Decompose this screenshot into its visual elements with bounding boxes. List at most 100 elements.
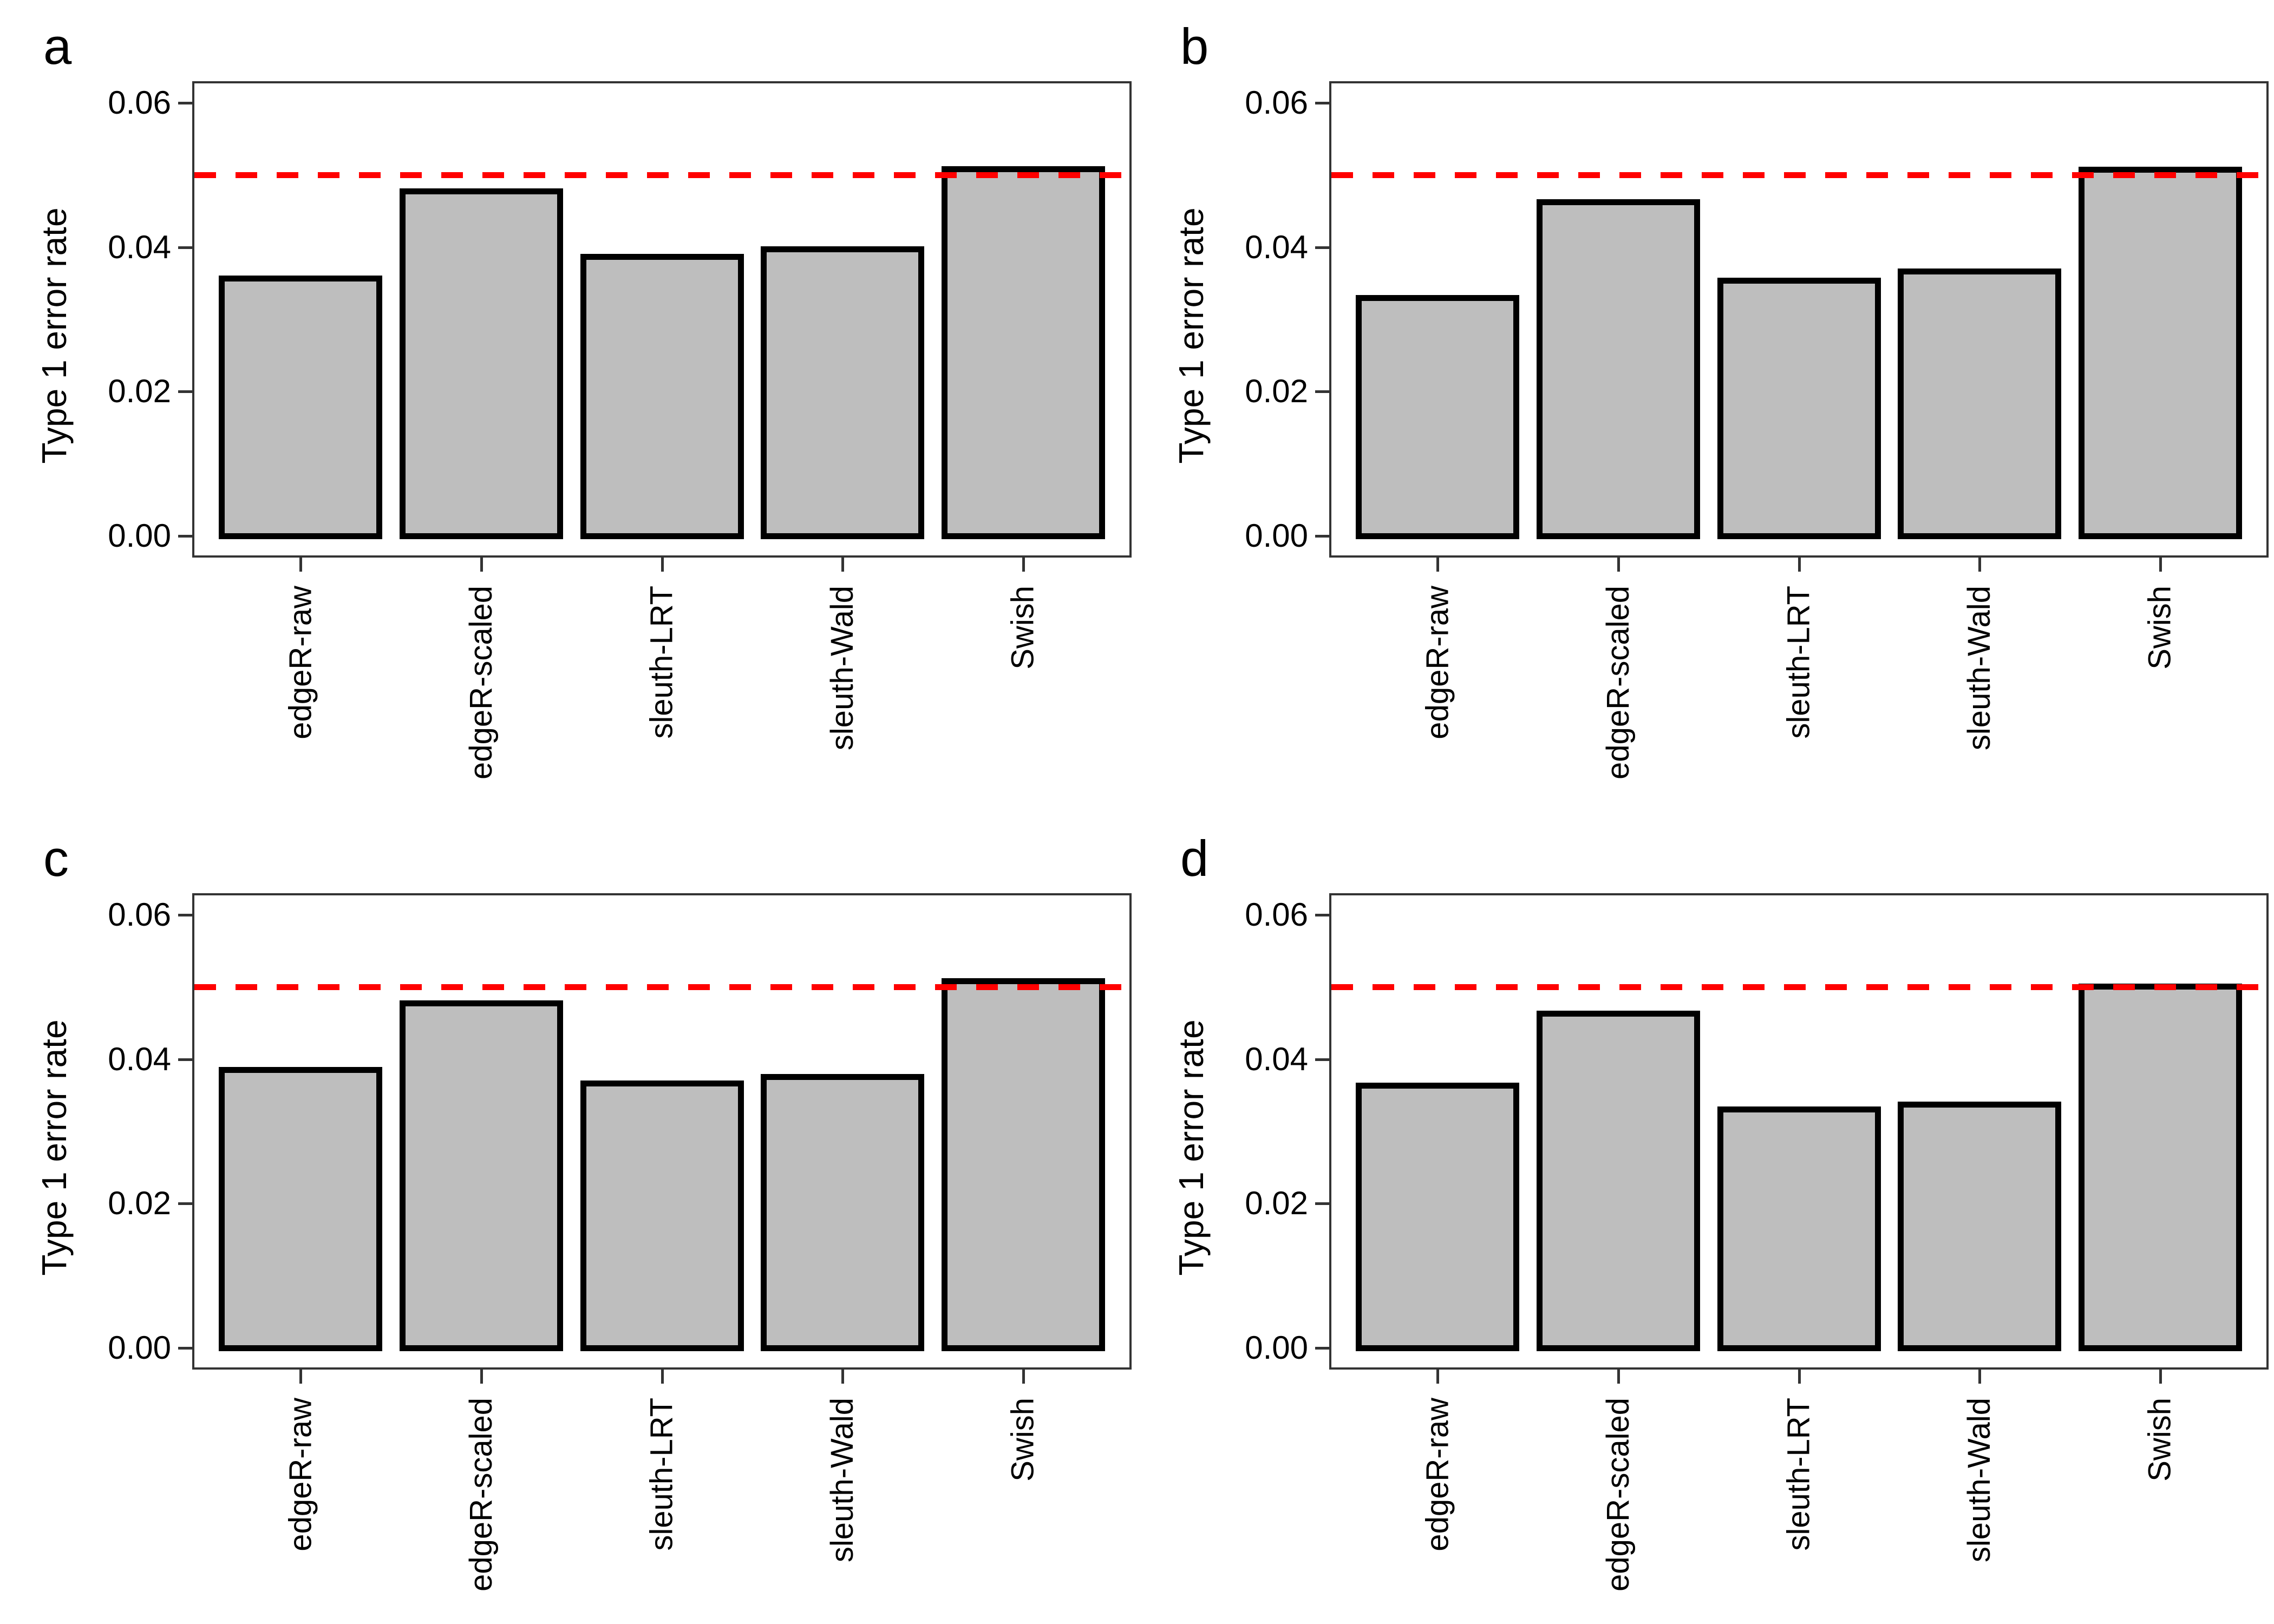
y-axis-tick-label: 0.04: [1245, 228, 1308, 265]
significance-threshold-line: [194, 172, 1129, 179]
y-axis-tick: [1315, 390, 1329, 394]
x-category-label: sleuth-Wald: [825, 1398, 860, 1563]
bar-Swish: [941, 166, 1105, 539]
y-axis-tick: [1315, 914, 1329, 916]
bar-sleuth-LRT: [1717, 1106, 1881, 1351]
x-category-label: sleuth-LRT: [1781, 1398, 1816, 1551]
x-category-label: edgeR-raw: [283, 586, 318, 739]
panel-letter: b: [1180, 18, 1209, 75]
x-axis-tick: [661, 1370, 664, 1384]
x-axis-tick: [1436, 558, 1440, 572]
plot-border: [1329, 893, 2269, 1370]
y-axis-tick: [1315, 1058, 1329, 1061]
plot-area: 0.00 0.02 0.04 0.06 edgeR-raw edgeR-scaled sle…: [1137, 812, 2274, 1624]
x-category-label: sleuth-Wald: [1962, 586, 1997, 751]
x-axis-tick: [1022, 558, 1025, 572]
x-category-label: edgeR-scaled: [1600, 1398, 1636, 1592]
x-axis-tick: [1436, 1370, 1440, 1384]
plot-area: 0.00 0.02 0.04 0.06 edgeR-raw edgeR-scaled sle…: [0, 812, 1137, 1624]
x-axis-tick: [1798, 1370, 1801, 1384]
x-category-label: sleuth-Wald: [825, 586, 860, 751]
x-category-label: Swish: [1005, 1398, 1041, 1482]
x-axis-tick: [299, 1370, 303, 1384]
y-axis-tick-label: 0.02: [108, 1185, 171, 1222]
x-axis-tick: [299, 558, 303, 572]
x-axis-tick: [1978, 1370, 1982, 1384]
x-axis-tick: [661, 558, 664, 572]
significance-threshold-line: [1331, 172, 2266, 179]
y-axis-tick-label: 0.00: [108, 1330, 171, 1366]
x-category-label: Swish: [1005, 586, 1041, 670]
x-category-label: Swish: [2142, 586, 2178, 670]
y-axis-tick-label: 0.04: [108, 1040, 171, 1077]
y-axis-tick: [178, 1202, 192, 1206]
bar-sleuth-Wald: [1898, 1101, 2062, 1351]
bar-edgeR-raw: [1356, 295, 1520, 539]
y-axis-tick: [1315, 1347, 1329, 1350]
bar-Swish: [2078, 167, 2242, 539]
y-axis-tick: [178, 102, 192, 104]
y-axis-tick: [178, 914, 192, 916]
y-axis-tick: [178, 1347, 192, 1350]
bar-sleuth-LRT: [1717, 278, 1881, 539]
y-axis-tick: [1315, 1202, 1329, 1206]
plot-border: [192, 893, 1132, 1370]
x-axis-tick: [2159, 1370, 2162, 1384]
x-axis-tick: [1022, 1370, 1025, 1384]
bar-edgeR-scaled: [399, 1000, 563, 1351]
bar-edgeR-raw: [1356, 1083, 1520, 1351]
bar-edgeR-scaled: [399, 188, 563, 539]
y-axis-tick: [1315, 535, 1329, 538]
significance-threshold-line: [1331, 984, 2266, 991]
x-category-label: edgeR-raw: [283, 1398, 318, 1551]
y-axis-tick-label: 0.02: [1245, 373, 1308, 410]
x-axis-tick: [1798, 558, 1801, 572]
x-category-label: sleuth-Wald: [1962, 1398, 1997, 1563]
y-axis-tick-label: 0.00: [1245, 1330, 1308, 1366]
x-category-label: sleuth-LRT: [1781, 586, 1816, 739]
x-axis-tick: [480, 558, 483, 572]
x-category-label: edgeR-scaled: [463, 1398, 499, 1592]
y-axis-tick-label: 0.00: [1245, 518, 1308, 554]
y-axis-tick: [178, 390, 192, 394]
y-axis-tick: [1315, 102, 1329, 104]
x-category-label: sleuth-LRT: [644, 1398, 679, 1551]
y-axis-tick-label: 0.02: [108, 373, 171, 410]
y-axis-tick: [178, 246, 192, 249]
y-axis-tick-label: 0.06: [1245, 84, 1308, 121]
bar-sleuth-LRT: [580, 254, 744, 539]
y-axis-tick-label: 0.06: [108, 84, 171, 121]
bar-sleuth-Wald: [1898, 269, 2062, 539]
panel-letter: a: [43, 18, 72, 75]
bar-sleuth-Wald: [761, 1074, 925, 1351]
panel-c: c Type 1 error rate 0.00 0.02 0.04 0.06 edge…: [0, 812, 1137, 1624]
y-axis-tick-label: 0.06: [108, 896, 171, 933]
x-axis-tick: [1978, 558, 1982, 572]
x-category-label: edgeR-raw: [1420, 1398, 1455, 1551]
x-axis-tick: [480, 1370, 483, 1384]
bar-sleuth-LRT: [580, 1081, 744, 1351]
x-category-label: sleuth-LRT: [644, 586, 679, 739]
x-category-label: edgeR-raw: [1420, 586, 1455, 739]
bar-Swish: [941, 978, 1105, 1351]
y-axis-tick-label: 0.04: [1245, 1040, 1308, 1077]
bar-edgeR-raw: [219, 1066, 383, 1351]
y-axis-tick-label: 0.02: [1245, 1185, 1308, 1222]
bar-Swish: [2078, 984, 2242, 1351]
bar-edgeR-scaled: [1536, 199, 1700, 539]
panel-letter: c: [43, 830, 69, 887]
panel-letter: d: [1180, 830, 1209, 887]
y-axis-tick-label: 0.04: [108, 228, 171, 265]
significance-threshold-line: [194, 984, 1129, 991]
bar-edgeR-raw: [219, 276, 383, 539]
x-axis-tick: [841, 558, 845, 572]
bar-sleuth-Wald: [761, 246, 925, 539]
plot-area: 0.00 0.02 0.04 0.06 edgeR-raw edgeR-scaled sle…: [0, 0, 1137, 812]
y-axis-tick: [1315, 246, 1329, 249]
y-axis-tick: [178, 535, 192, 538]
x-category-label: edgeR-scaled: [1600, 586, 1636, 780]
plot-border: [1329, 81, 2269, 558]
panel-d: d Type 1 error rate 0.00 0.02 0.04 0.06 edge…: [1137, 812, 2274, 1624]
y-axis-tick-label: 0.06: [1245, 896, 1308, 933]
